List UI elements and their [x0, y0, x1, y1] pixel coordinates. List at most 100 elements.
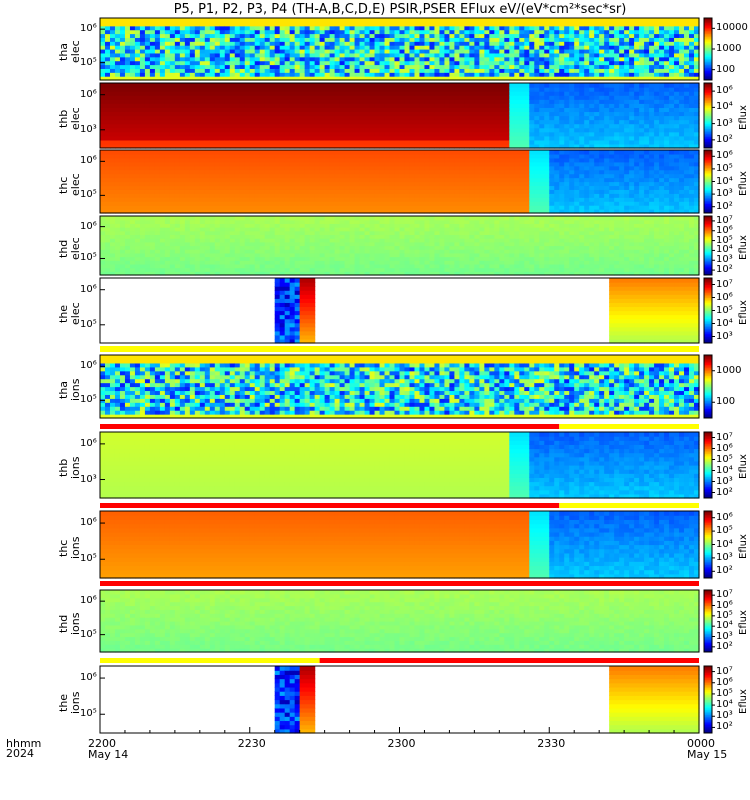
colorbar-tick-label: 10³: [716, 188, 733, 199]
status-bar: [100, 581, 699, 586]
colorbar-label: Eflux: [738, 235, 749, 260]
y-tick-label: 10⁶: [80, 221, 97, 232]
spectrogram-panel-thd-ions: [100, 590, 700, 653]
colorbar: [704, 150, 715, 214]
y-axis-label: elec: [70, 237, 81, 260]
colorbar-tick-label: 10²: [716, 641, 733, 652]
colorbar: [704, 83, 715, 149]
spectrogram-stack: [0, 0, 750, 800]
colorbar-tick-label: 10⁶: [716, 85, 733, 96]
colorbar-tick-label: 100: [716, 396, 735, 407]
y-tick-label: 10⁶: [80, 284, 97, 295]
y-axis-label: the: [58, 693, 69, 711]
y-tick-label: 10⁶: [80, 672, 97, 683]
colorbar-label: Eflux: [738, 171, 749, 196]
colorbar-tick-label: 10³: [716, 331, 733, 342]
y-tick-label: 10⁶: [80, 360, 97, 371]
y-axis-label: tha: [58, 380, 69, 398]
colorbar-tick-label: 10⁴: [716, 620, 733, 631]
colorbar-tick-label: 10⁵: [716, 163, 733, 174]
y-axis-label: elec: [70, 302, 81, 325]
colorbar-tick-label: 10⁵: [716, 454, 733, 465]
colorbar-label: Eflux: [738, 610, 749, 635]
spectrogram-panel-thb-ions: [100, 432, 700, 499]
colorbar-tick-label: 10²: [716, 201, 733, 212]
colorbar-tick-label: 10⁷: [716, 589, 733, 600]
status-bar: [100, 424, 699, 429]
y-tick-label: 10⁶: [80, 438, 97, 449]
colorbar-tick-label: 10²: [716, 565, 733, 576]
y-axis-label: ions: [70, 691, 81, 714]
time-tick-label: 2300: [388, 738, 416, 749]
y-axis-label: elec: [70, 107, 81, 130]
colorbar-label: Eflux: [738, 454, 749, 479]
colorbar-tick-label: 10⁶: [716, 677, 733, 688]
y-tick-label: 10⁵: [80, 57, 97, 68]
spectrogram-panel-thc-ions: [100, 511, 700, 579]
colorbar-tick-label: 10⁴: [716, 318, 733, 329]
y-tick-label: 10⁶: [80, 595, 97, 606]
y-axis-label: thd: [58, 239, 69, 257]
status-bar: [100, 503, 699, 508]
colorbar: [704, 278, 715, 344]
y-axis-label: thb: [58, 109, 69, 127]
status-bar: [100, 346, 699, 352]
colorbar-tick-label: 10⁴: [716, 465, 733, 476]
y-tick-label: 10⁶: [80, 517, 97, 528]
y-axis-label: elec: [70, 40, 81, 63]
colorbar-tick-label: 10⁶: [716, 512, 733, 523]
colorbar-tick-label: 10⁴: [716, 176, 733, 187]
y-tick-label: 10³: [80, 124, 97, 135]
colorbar-tick-label: 10³: [716, 476, 733, 487]
colorbar: [704, 590, 715, 653]
time-tick-date: May 14: [88, 749, 128, 760]
spectrogram-panel-tha-ions: [100, 355, 700, 419]
colorbar-tick-label: 100: [716, 64, 735, 75]
y-tick-label: 10⁵: [80, 708, 97, 719]
colorbar-tick-label: 10⁷: [716, 432, 733, 443]
y-axis-label: elec: [70, 173, 81, 196]
colorbar-tick-label: 10⁶: [716, 443, 733, 454]
colorbar-label: Eflux: [738, 689, 749, 714]
y-tick-label: 10³: [80, 474, 97, 485]
status-bar: [100, 658, 699, 663]
colorbar-tick-label: 10⁵: [716, 305, 733, 316]
colorbar: [704, 355, 715, 419]
colorbar: [704, 216, 715, 276]
colorbar-tick-label: 10⁴: [716, 699, 733, 710]
y-tick-label: 10⁵: [80, 319, 97, 330]
spectrogram-panel-thc-elec: [100, 150, 700, 214]
y-axis-label: ions: [70, 536, 81, 559]
y-axis-label: the: [58, 304, 69, 322]
y-tick-label: 10⁵: [80, 189, 97, 200]
colorbar: [704, 666, 715, 734]
time-tick-label: 2230: [238, 738, 266, 749]
y-axis-label: thb: [58, 459, 69, 477]
y-tick-label: 10⁶: [80, 155, 97, 166]
y-tick-label: 10⁶: [80, 89, 97, 100]
y-tick-label: 10⁵: [80, 394, 97, 405]
colorbar-tick-label: 1000: [716, 365, 741, 376]
y-axis-label: ions: [70, 613, 81, 636]
colorbar-label: Eflux: [738, 300, 749, 325]
y-axis-label: tha: [58, 43, 69, 61]
colorbar-tick-label: 1000: [716, 43, 741, 54]
time-tick-date: May 15: [687, 749, 727, 760]
y-tick-label: 10⁶: [80, 23, 97, 34]
colorbar-tick-label: 10³: [716, 710, 733, 721]
spectrogram-panel-tha-elec: [100, 18, 700, 81]
y-tick-label: 10⁵: [80, 629, 97, 640]
spectrogram-panel-thd-elec: [100, 216, 700, 276]
colorbar-tick-label: 10000: [716, 22, 748, 33]
y-tick-label: 10⁵: [80, 553, 97, 564]
colorbar-tick-label: 10²: [716, 721, 733, 732]
colorbar-tick-label: 10⁶: [716, 150, 733, 161]
y-axis-label: thd: [58, 615, 69, 633]
colorbar-label: Eflux: [738, 534, 749, 559]
colorbar-tick-label: 10³: [716, 552, 733, 563]
colorbar-tick-label: 10⁵: [716, 525, 733, 536]
y-axis-label: thc: [58, 539, 69, 556]
y-axis-label: ions: [70, 378, 81, 401]
colorbar-tick-label: 10²: [716, 134, 733, 145]
colorbar: [704, 432, 715, 499]
